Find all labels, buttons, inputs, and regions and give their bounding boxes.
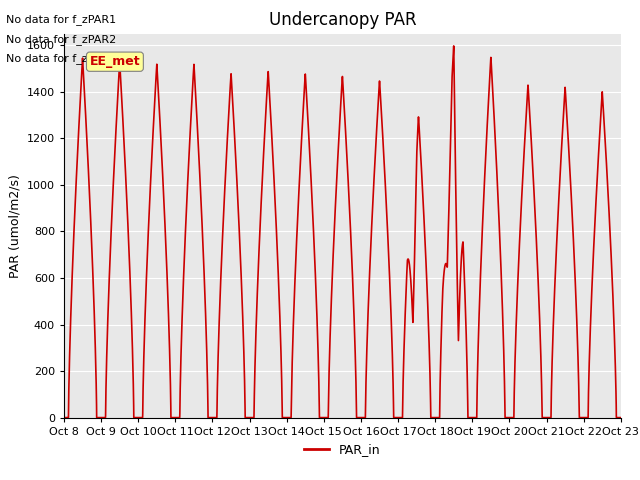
Text: EE_met: EE_met bbox=[90, 55, 140, 68]
Text: No data for f_zPAR3: No data for f_zPAR3 bbox=[6, 53, 116, 64]
Title: Undercanopy PAR: Undercanopy PAR bbox=[269, 11, 416, 29]
Text: No data for f_zPAR1: No data for f_zPAR1 bbox=[6, 14, 116, 25]
Legend: PAR_in: PAR_in bbox=[299, 438, 386, 461]
Text: No data for f_zPAR2: No data for f_zPAR2 bbox=[6, 34, 116, 45]
Y-axis label: PAR (umol/m2/s): PAR (umol/m2/s) bbox=[8, 174, 21, 277]
